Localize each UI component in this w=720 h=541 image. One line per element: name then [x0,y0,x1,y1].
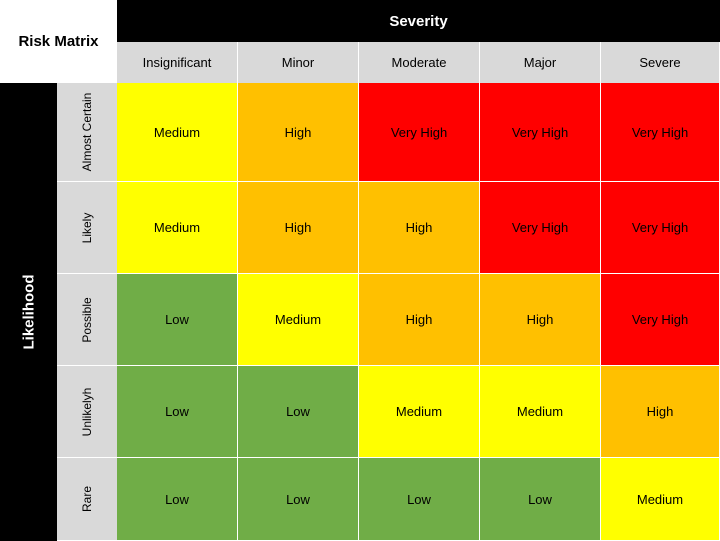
likelihood-row-label: Rare [80,485,94,513]
severity-col-header-severe: Severe [601,42,720,83]
risk-cell-medium: Medium [601,458,720,541]
risk-cell-high: High [480,274,601,366]
likelihood-row-header-likely: Likely [57,182,117,274]
risk-cell-high: High [359,274,480,366]
risk-cell-very-high: Very High [480,83,601,182]
risk-cell-low: Low [480,458,601,541]
risk-cell-low: Low [359,458,480,541]
risk-cell-low: Low [117,274,238,366]
likelihood-row-header-possible: Possible [57,274,117,366]
severity-col-header-insignificant: Insignificant [117,42,238,83]
severity-col-header-moderate: Moderate [359,42,480,83]
severity-col-header-minor: Minor [238,42,359,83]
risk-cell-medium: Medium [117,182,238,274]
matrix-title: Risk Matrix [0,0,117,83]
risk-cell-very-high: Very High [359,83,480,182]
risk-cell-low: Low [117,458,238,541]
severity-axis-header: Severity [117,0,720,42]
likelihood-row-header-almost-certain: Almost Certain [57,83,117,182]
risk-cell-very-high: Very High [601,182,720,274]
risk-cell-high: High [601,366,720,458]
likelihood-row-header-rare: Rare [57,458,117,541]
likelihood-row-label: Unlikelyh [80,387,94,436]
likelihood-axis-label: Likelihood [20,274,37,350]
risk-cell-very-high: Very High [480,182,601,274]
risk-cell-medium: Medium [480,366,601,458]
risk-cell-very-high: Very High [601,83,720,182]
likelihood-axis-header: Likelihood [0,83,57,541]
risk-cell-medium: Medium [359,366,480,458]
likelihood-row-header-unlikelyh: Unlikelyh [57,366,117,458]
risk-cell-very-high: Very High [601,274,720,366]
likelihood-row-label: Likely [80,212,94,243]
likelihood-row-label: Almost Certain [80,92,94,172]
risk-cell-high: High [238,83,359,182]
risk-cell-low: Low [238,458,359,541]
risk-cell-low: Low [238,366,359,458]
risk-cell-high: High [238,182,359,274]
risk-cell-medium: Medium [117,83,238,182]
risk-cell-high: High [359,182,480,274]
likelihood-row-label: Possible [80,296,94,343]
risk-cell-medium: Medium [238,274,359,366]
risk-cell-low: Low [117,366,238,458]
severity-col-header-major: Major [480,42,601,83]
